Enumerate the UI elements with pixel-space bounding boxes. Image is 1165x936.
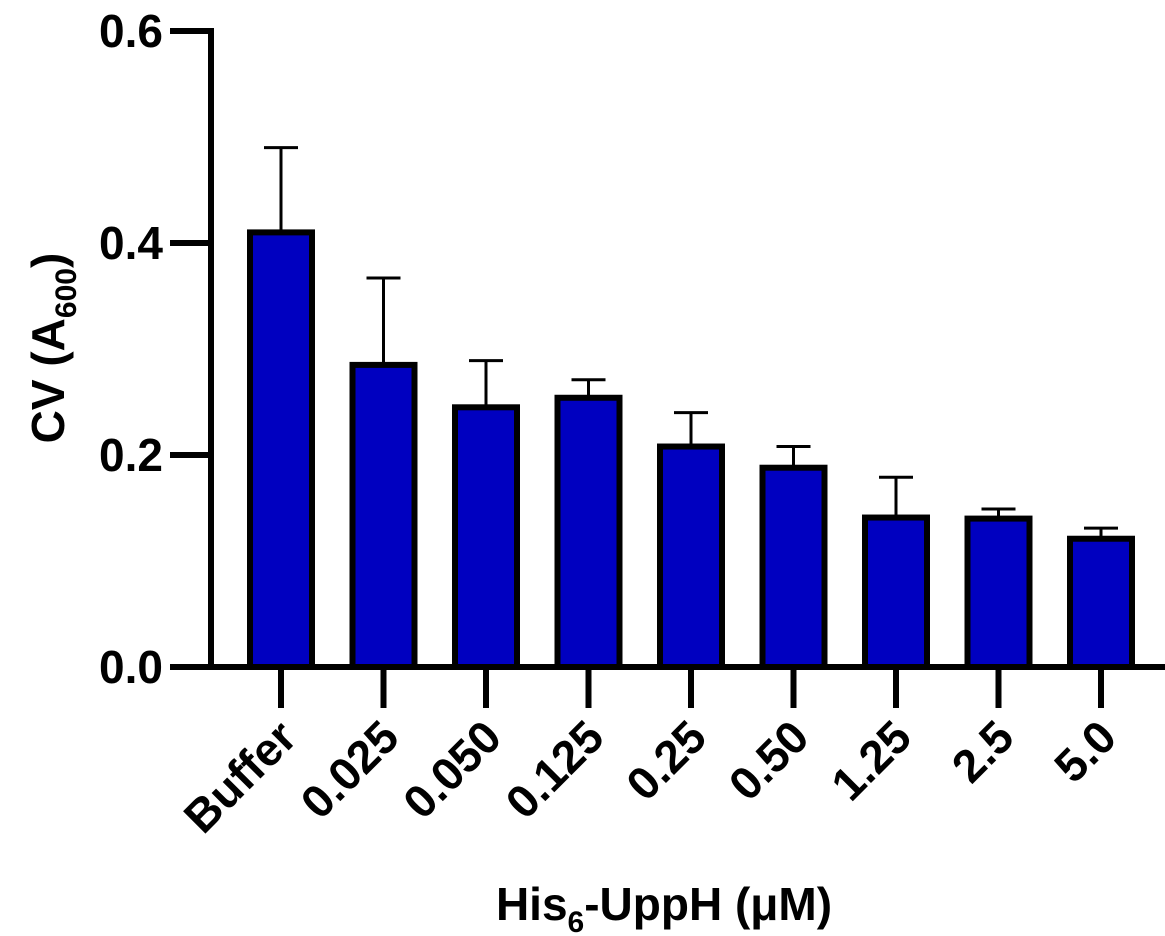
- y-axis-title: CV (A600): [22, 253, 83, 444]
- x-axis-title: His6-UppH (μM): [496, 878, 832, 936]
- bar: [862, 514, 930, 670]
- x-tick-label: 5.0: [1044, 710, 1126, 792]
- bar: [247, 229, 315, 670]
- x-tick-label: 0.025: [290, 710, 408, 828]
- x-tick-label: Buffer: [174, 710, 307, 843]
- y-tick-label: 0.6: [99, 5, 163, 57]
- bar: [1067, 535, 1135, 670]
- y-ticks: 0.0 0.2 0.4 0.6: [99, 5, 211, 693]
- bar: [964, 515, 1033, 670]
- bar: [349, 361, 418, 670]
- y-tick-label: 0.0: [99, 641, 163, 693]
- error-bars: [264, 146, 1118, 539]
- bar: [657, 443, 725, 670]
- bar: [759, 464, 828, 670]
- x-tick-label: 0.25: [616, 710, 716, 810]
- x-tick-label: 0.50: [718, 710, 818, 810]
- x-tick-label: 1.25: [821, 710, 921, 810]
- y-tick-label: 0.4: [99, 217, 163, 269]
- bar: [452, 404, 520, 670]
- bar: [554, 394, 623, 670]
- y-tick-label: 0.2: [99, 429, 163, 481]
- x-tick-label: 0.125: [495, 710, 613, 828]
- x-tick-label: 0.050: [393, 710, 511, 828]
- x-tick-label: 2.5: [942, 710, 1024, 792]
